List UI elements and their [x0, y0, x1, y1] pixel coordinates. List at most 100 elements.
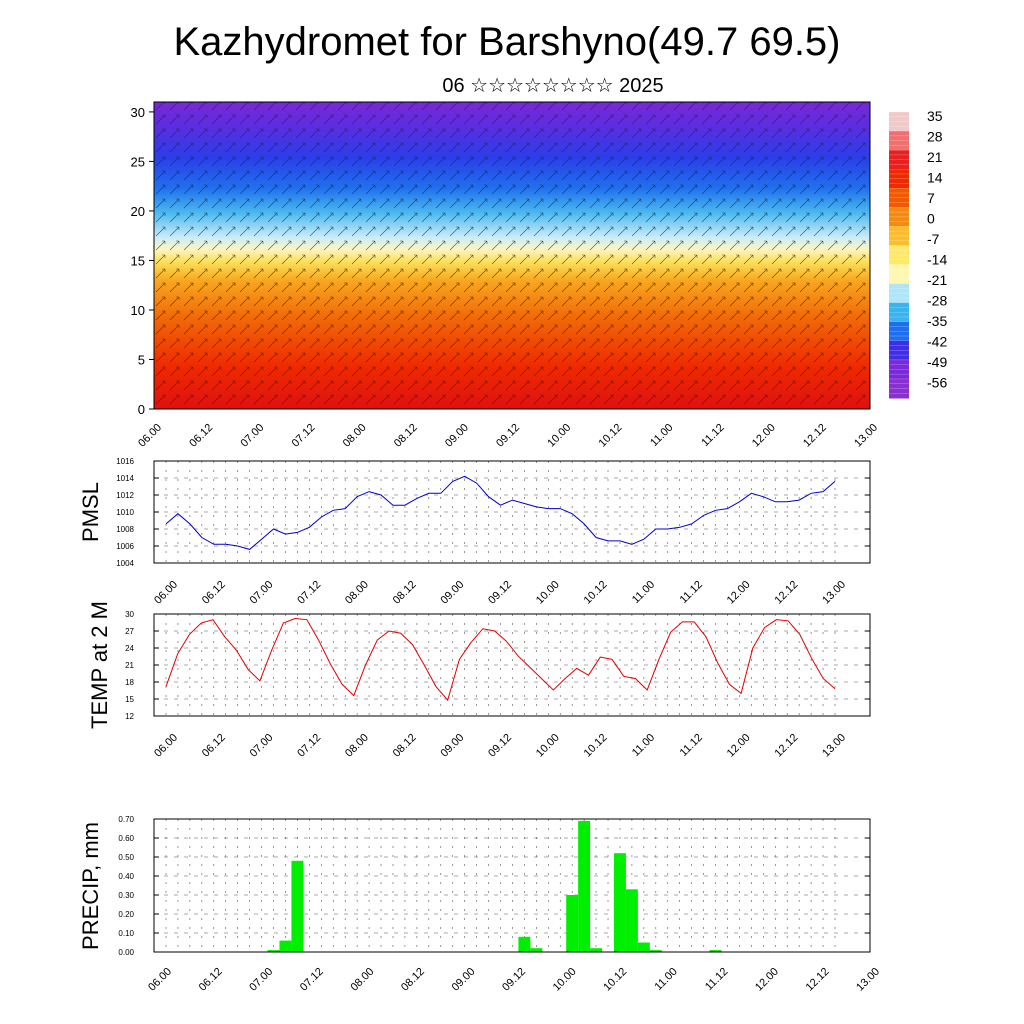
pmsl-x-tick-label: 06.12: [200, 579, 228, 607]
colorbar-swatch: [889, 264, 909, 285]
colorbar-swatch: [889, 207, 909, 227]
colorbar-swatch: [889, 321, 909, 342]
temp-x-tick-label: 08.12: [391, 732, 419, 760]
precip-x-tick-label: 13.00: [854, 966, 882, 994]
heatmap-x-tick-label: 08.12: [392, 422, 420, 450]
heatmap-y-ticks: 0 5 10 15 20 25 30: [131, 105, 154, 417]
precip-x-tick-label: 08.12: [399, 966, 427, 994]
temp-y-tick-label: 30: [125, 610, 134, 619]
heatmap-x-tick-label: 07.12: [290, 422, 318, 450]
pmsl-grid: [154, 460, 870, 564]
precip-x-tick-label: 08.00: [348, 966, 376, 994]
pmsl-x-tick-label: 12.12: [772, 579, 800, 607]
colorbar-label: -28: [927, 293, 947, 309]
precip-bar: [613, 853, 626, 952]
pmsl-x-tick-label: 09.00: [438, 579, 466, 607]
precip-y-tick-label: 0.40: [118, 872, 134, 881]
temp-x-tick-label: 11.00: [630, 732, 657, 759]
heatmap-frame: [153, 101, 871, 410]
colorbar-label: 14: [927, 170, 943, 186]
temp-series-line: [165, 618, 836, 702]
pmsl-x-tick-label: 07.12: [295, 579, 323, 607]
temp-y-tick-label: 12: [125, 712, 134, 721]
heatmap-x-tick-label: 10.12: [596, 422, 624, 450]
colorbar-swatch: [889, 283, 909, 304]
pmsl-frame: [153, 460, 871, 564]
colorbar-label: -49: [927, 354, 947, 370]
heatmap-x-tick-label: 11.12: [699, 422, 726, 449]
heatmap-x-tick-label: 11.00: [648, 422, 675, 449]
temp-x-tick-label: 08.00: [343, 732, 371, 760]
pmsl-y-tick-label: 1012: [116, 491, 134, 500]
precip-bar: [578, 820, 591, 952]
pmsl-x-tick-label: 11.00: [630, 579, 657, 606]
colorbar-label: 7: [927, 190, 935, 206]
heatmap-y-tick-label: 15: [131, 253, 145, 268]
colorbar-swatch: [889, 188, 909, 208]
colorbar: 35 28 21 14 7 0 -7 -14 -21 -28 -35 -42 -49 -56: [889, 108, 947, 399]
pmsl-axis-label: PMSL: [78, 482, 103, 542]
temp-x-tick-label: 07.00: [248, 732, 276, 760]
heatmap-y-tick-label: 10: [131, 303, 145, 318]
precip-bars: [267, 820, 722, 952]
precip-grid: [154, 818, 870, 953]
precip-y-tick-label: 0.50: [118, 853, 134, 862]
temp-y-ticks: 12 15 18 21 24 27 30: [125, 610, 870, 721]
pmsl-x-tick-label: 08.00: [343, 579, 371, 607]
colorbar-label: -35: [927, 313, 947, 329]
precip-bar: [709, 950, 722, 952]
pmsl-x-tick-label: 13.00: [820, 579, 848, 607]
heatmap-x-tick-label: 12.12: [801, 422, 829, 450]
colorbar-swatch: [889, 245, 909, 266]
precip-x-tick-label: 07.00: [247, 966, 275, 994]
precip-x-tick-label: 11.12: [703, 966, 730, 993]
colorbar-label: 28: [927, 129, 943, 145]
heatmap-x-tick-label: 13.00: [852, 422, 880, 450]
heatmap-x-tick-label: 06.00: [136, 422, 164, 450]
colorbar-label: -21: [927, 272, 947, 288]
pmsl-x-tick-label: 11.12: [678, 579, 705, 606]
precip-bar: [590, 948, 603, 952]
precip-frame: [153, 818, 871, 953]
heatmap-panel: 0 5 10 15 20 25 30 06.00 06.12 07.00 07.12 08.00 08…: [131, 101, 947, 450]
pmsl-y-tick-label: 1006: [116, 542, 134, 551]
precip-bar: [649, 950, 662, 952]
temp-y-tick-label: 18: [125, 678, 134, 687]
temp-y-tick-label: 24: [125, 644, 134, 653]
temp-axis-label: TEMP at 2 M: [87, 601, 112, 729]
temp-x-tick-label: 06.00: [152, 732, 180, 760]
precip-x-tick-label: 09.00: [450, 966, 478, 994]
colorbar-swatch: [889, 131, 909, 151]
temp-x-tick-label: 12.00: [725, 732, 753, 760]
pmsl-y-tick-label: 1014: [116, 474, 134, 483]
temp-x-tick-label: 09.12: [486, 732, 514, 760]
precip-bar: [267, 950, 280, 952]
colorbar-label: -7: [927, 231, 940, 247]
temp-x-tick-label: 12.12: [772, 732, 800, 760]
precip-bar: [566, 895, 579, 952]
pmsl-x-tick-label: 07.00: [248, 579, 276, 607]
temp-y-tick-label: 27: [125, 627, 134, 636]
temp-x-ticks: 06.00 06.12 07.00 07.12 08.00 08.12 09.00 09.12…: [152, 732, 848, 760]
temp-y-tick-label: 21: [125, 661, 134, 670]
precip-x-tick-label: 12.00: [753, 966, 781, 994]
heatmap-x-tick-label: 08.00: [341, 422, 369, 450]
pmsl-x-tick-label: 10.12: [582, 579, 610, 607]
pmsl-x-tick-label: 12.00: [725, 579, 753, 607]
heatmap-x-tick-label: 07.00: [238, 422, 266, 450]
heatmap-x-tick-label: 09.00: [443, 422, 471, 450]
heatmap-x-tick-label: 09.12: [494, 422, 522, 450]
colorbar-label: -42: [927, 334, 947, 350]
colorbar-label: -14: [927, 252, 947, 268]
colorbar-label: 21: [927, 149, 943, 165]
colorbar-label: 35: [927, 108, 943, 124]
precip-x-tick-label: 07.12: [298, 966, 326, 994]
precip-y-tick-label: 0.30: [118, 891, 134, 900]
heatmap-y-tick-label: 0: [138, 402, 145, 417]
pmsl-y-ticks: 1004 1006 1008 1010 1012 1014 1016: [116, 457, 870, 568]
colorbar-swatch: [889, 340, 909, 361]
precip-panel: PRECIP, mm 0.000.100.200.300.400.500.600…: [78, 815, 882, 994]
temp-panel: TEMP at 2 M 12 15 18 21 24 27 30 06.00 06.12 07.…: [87, 601, 871, 760]
heatmap-x-ticks: 06.00 06.12 07.00 07.12 08.00 08.12 09.00 09.12…: [136, 422, 880, 450]
